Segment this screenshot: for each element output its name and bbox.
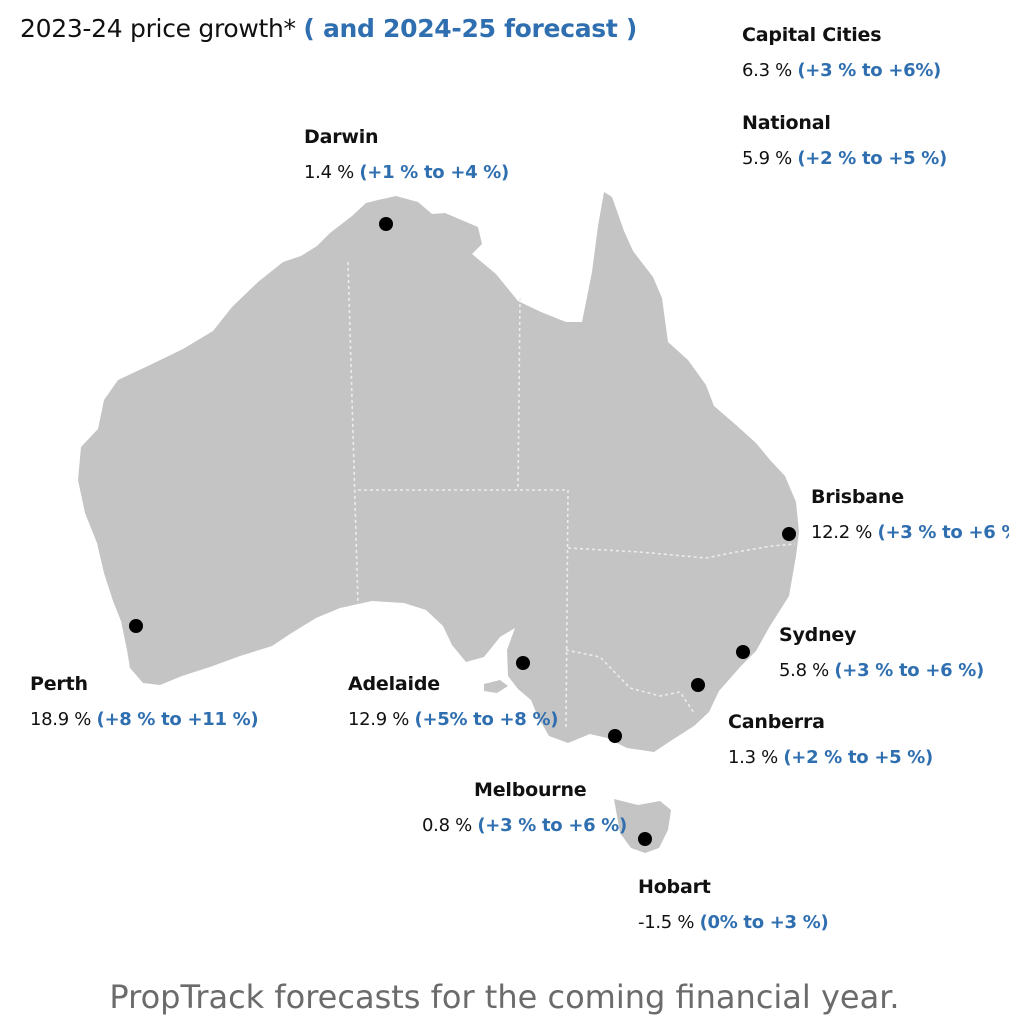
city-label-brisbane: Brisbane 12.2 % (+3 % to +6 %) [811, 486, 1009, 543]
city-name: Melbourne [474, 779, 587, 801]
tasmania [614, 799, 671, 853]
city-name: Darwin [304, 126, 379, 148]
city-forecast: (+3 % to +6 %) [877, 522, 1009, 543]
city-forecast: (+5% to +8 %) [414, 709, 559, 730]
city-label-perth: Perth 18.9 % (+8 % to +11 %) [30, 673, 259, 730]
summary-growth: 6.3 % [742, 60, 792, 81]
city-forecast: (0% to +3 %) [699, 912, 829, 933]
city-values: 12.9 % (+5% to +8 %) [348, 709, 558, 730]
city-name: Hobart [638, 876, 711, 898]
city-growth: 12.2 % [811, 522, 873, 543]
canberra-marker [691, 678, 705, 692]
city-forecast: (+1 % to +4 %) [359, 162, 509, 183]
kangaroo-island [484, 680, 508, 693]
city-growth: 1.4 % [304, 162, 354, 183]
city-label-sydney: Sydney 5.8 % (+3 % to +6 %) [779, 624, 984, 681]
melbourne-marker [608, 729, 622, 743]
city-values: 12.2 % (+3 % to +6 %) [811, 522, 1009, 543]
summary-growth: 5.9 % [742, 148, 792, 169]
city-forecast: (+2 % to +5 %) [783, 747, 933, 768]
state-borders [347, 261, 796, 729]
city-name: Sydney [779, 624, 857, 646]
summary-forecast: (+2 % to +5 %) [797, 148, 947, 169]
title-main: 2023-24 price growth* [20, 14, 296, 43]
city-label-melbourne: Melbourne 0.8 % (+3 % to +6 %) [422, 779, 627, 836]
sydney-marker [736, 645, 750, 659]
city-name: Adelaide [348, 673, 440, 695]
summary-name: National [742, 112, 831, 134]
city-label-darwin: Darwin 1.4 % (+1 % to +4 %) [304, 126, 509, 183]
city-values: -1.5 % (0% to +3 %) [638, 912, 829, 933]
city-growth: 12.9 % [348, 709, 410, 730]
title-forecast: ( and 2024-25 forecast ) [303, 14, 638, 43]
adelaide-marker [516, 656, 530, 670]
city-forecast: (+8 % to +11 %) [96, 709, 259, 730]
summary-capital-cities: Capital Cities 6.3 % (+3 % to +6%) [742, 24, 941, 81]
summary-national: National 5.9 % (+2 % to +5 %) [742, 112, 947, 169]
australia-map [78, 192, 799, 853]
city-values: 5.8 % (+3 % to +6 %) [779, 660, 984, 681]
summary-name: Capital Cities [742, 24, 882, 46]
hobart-marker [638, 832, 652, 846]
summary-forecast: (+3 % to +6%) [797, 60, 941, 81]
city-name: Brisbane [811, 486, 904, 508]
city-values: 18.9 % (+8 % to +11 %) [30, 709, 259, 730]
city-label-adelaide: Adelaide 12.9 % (+5% to +8 %) [348, 673, 558, 730]
city-values: 1.3 % (+2 % to +5 %) [728, 747, 933, 768]
darwin-marker [379, 217, 393, 231]
city-forecast: (+3 % to +6 %) [834, 660, 984, 681]
city-growth: 0.8 % [422, 815, 472, 836]
caption: PropTrack forecasts for the coming finan… [109, 978, 900, 1016]
city-values: 1.4 % (+1 % to +4 %) [304, 162, 509, 183]
mainland-australia [78, 192, 799, 752]
map-title: 2023-24 price growth* ( and 2024-25 fore… [20, 14, 637, 43]
city-name: Canberra [728, 711, 825, 733]
summary-values: 6.3 % (+3 % to +6%) [742, 60, 941, 81]
city-forecast: (+3 % to +6 %) [477, 815, 627, 836]
brisbane-marker [782, 527, 796, 541]
city-growth: 18.9 % [30, 709, 92, 730]
city-growth: -1.5 % [638, 912, 695, 933]
city-values: 0.8 % (+3 % to +6 %) [422, 815, 627, 836]
city-label-hobart: Hobart -1.5 % (0% to +3 %) [638, 876, 829, 933]
city-growth: 5.8 % [779, 660, 829, 681]
city-label-canberra: Canberra 1.3 % (+2 % to +5 %) [728, 711, 933, 768]
city-growth: 1.3 % [728, 747, 778, 768]
city-name: Perth [30, 673, 88, 695]
summary-values: 5.9 % (+2 % to +5 %) [742, 148, 947, 169]
perth-marker [129, 619, 143, 633]
